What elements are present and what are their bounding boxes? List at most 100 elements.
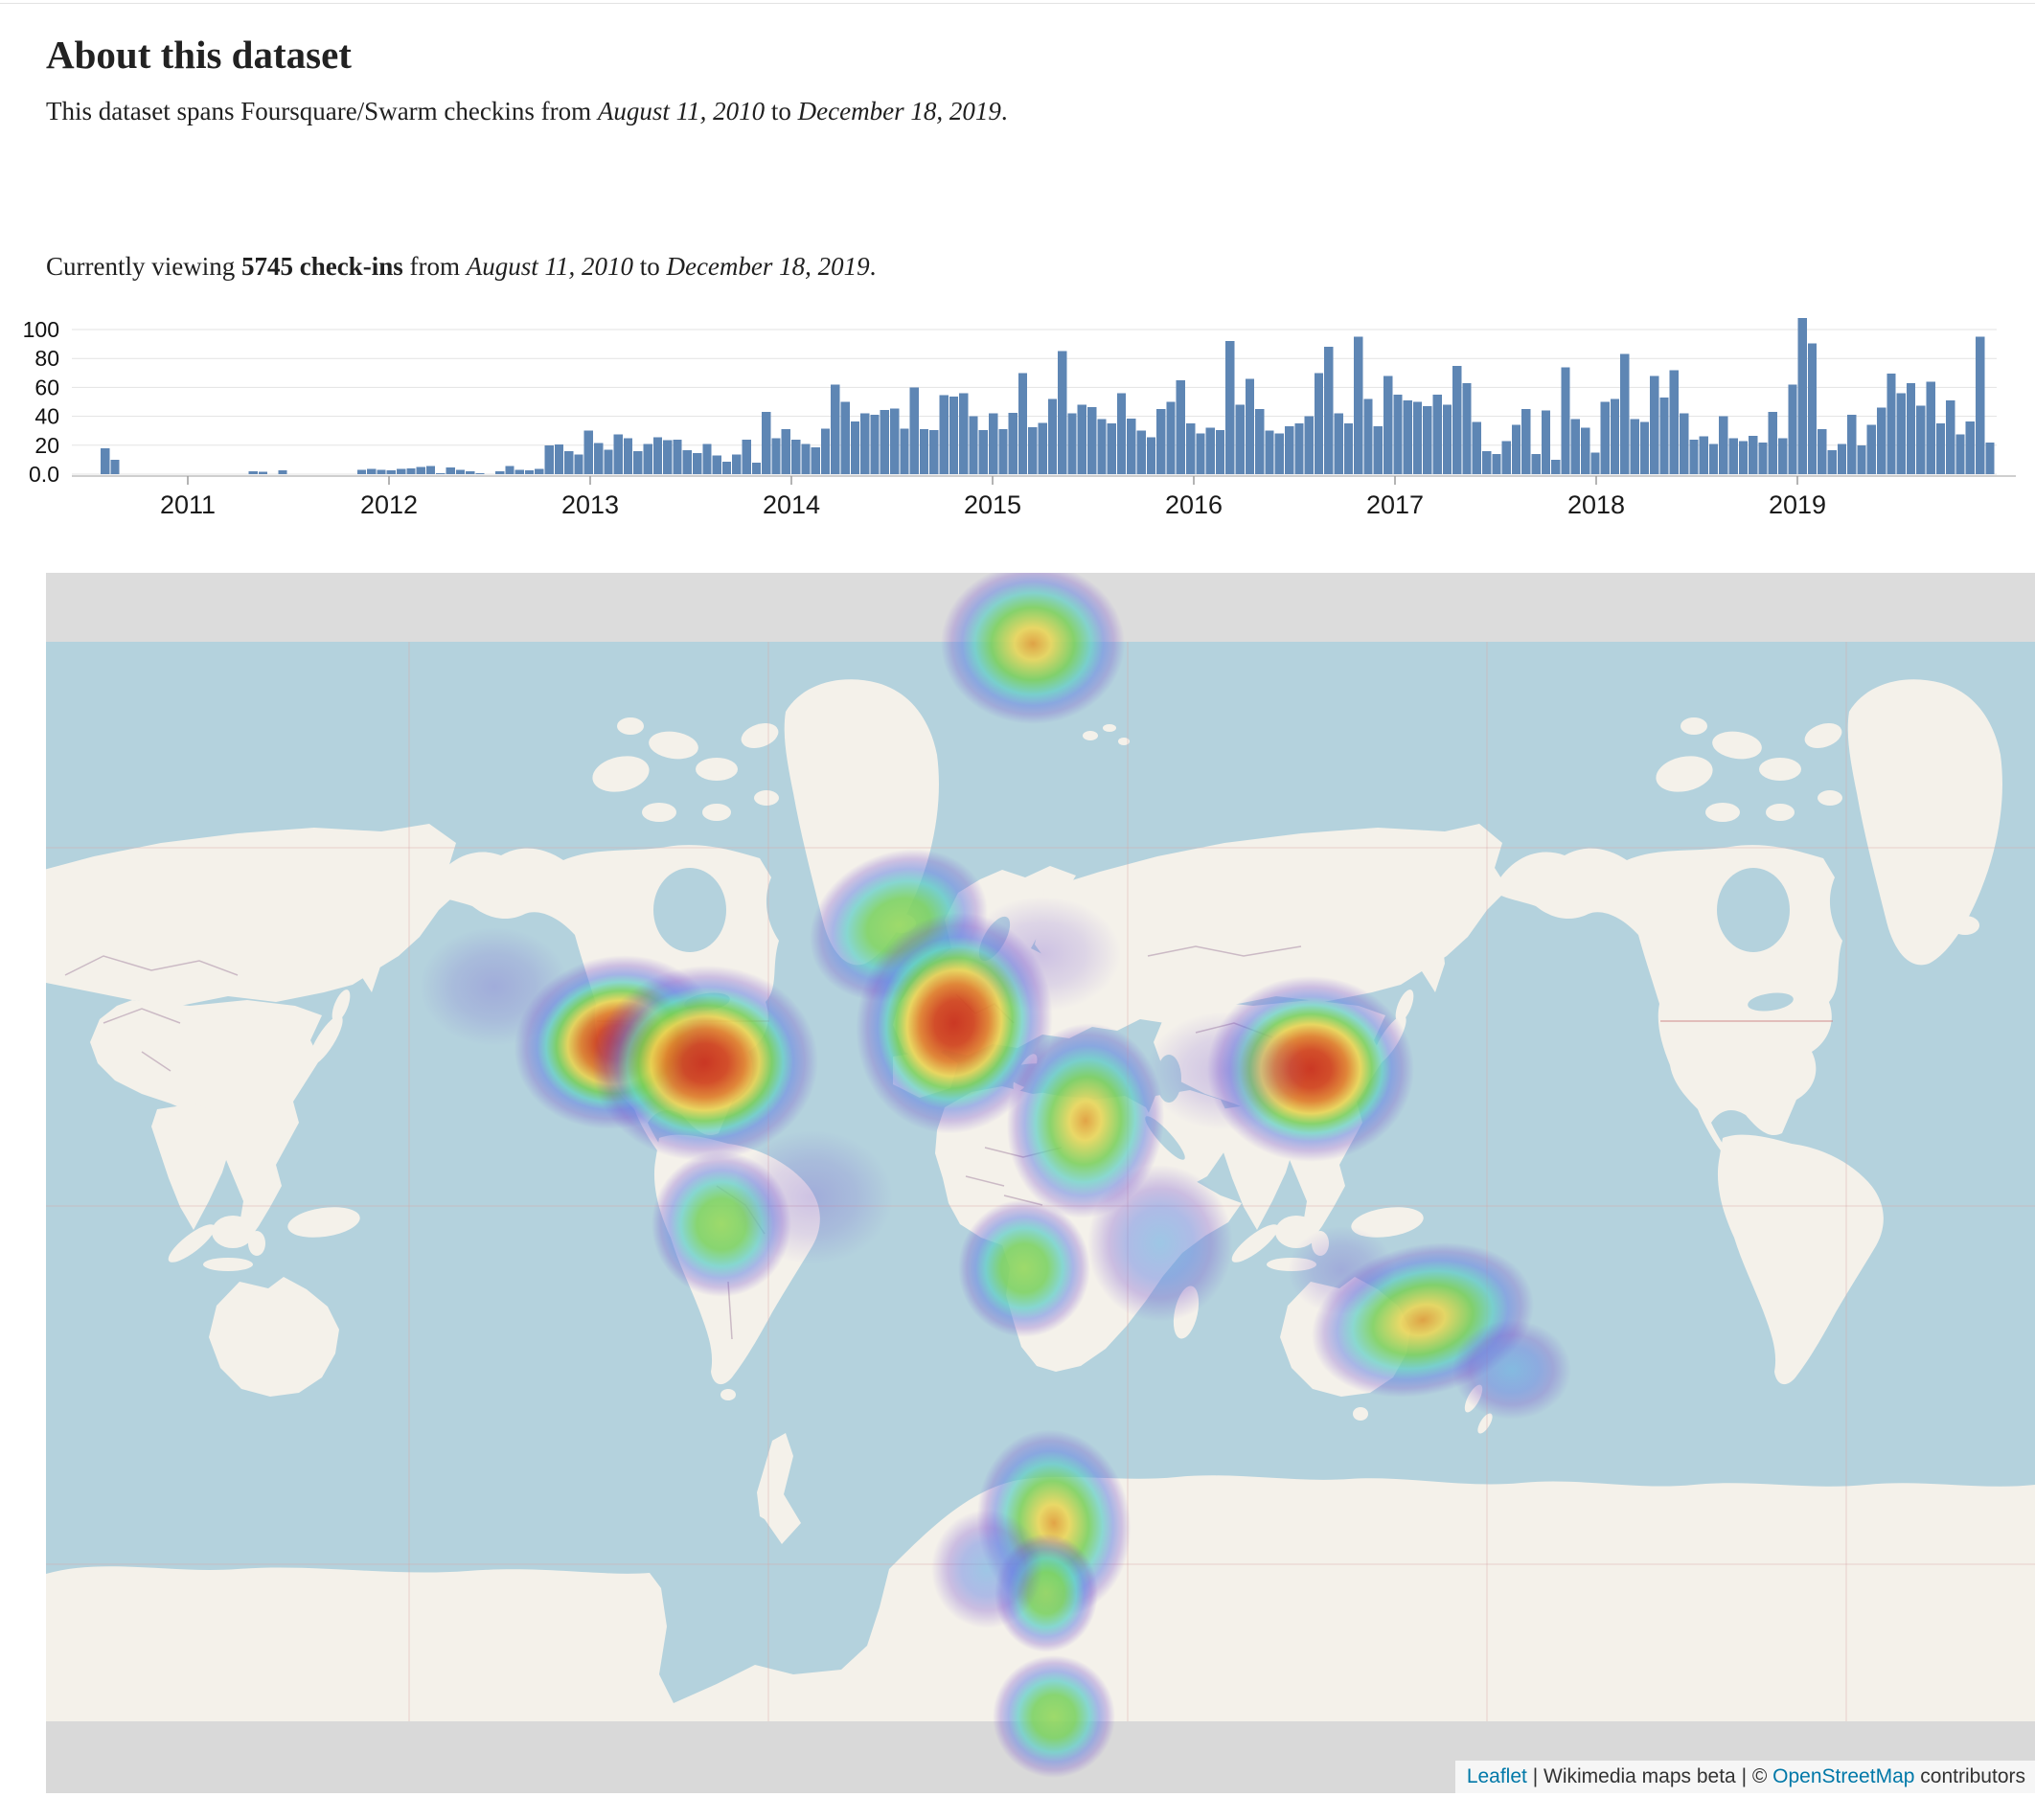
histogram-bar	[1610, 398, 1620, 474]
histogram-bar	[1906, 382, 1916, 474]
histogram-bar	[594, 443, 604, 474]
histogram-bar	[436, 473, 446, 474]
histogram-bar	[1650, 375, 1659, 474]
histogram-bar	[1699, 436, 1708, 474]
histogram-bar	[248, 471, 258, 474]
histogram-bar	[1028, 426, 1038, 474]
histogram-bar	[1432, 395, 1442, 474]
basemap-svg	[46, 573, 2035, 1793]
histogram-bar	[742, 439, 751, 474]
histogram-bar	[1531, 453, 1541, 474]
map-attribution: Leaflet | Wikimedia maps beta | © OpenSt…	[1454, 1761, 2035, 1793]
text-segment: 5745 check-ins	[240, 252, 403, 281]
histogram-bar	[1659, 398, 1669, 474]
histogram-bar	[1837, 444, 1847, 474]
histogram-bar	[1600, 401, 1610, 474]
histogram-bar	[1886, 374, 1896, 474]
text-segment: from	[402, 252, 467, 281]
attribution-middle: | Wikimedia maps beta | ©	[1526, 1765, 1773, 1787]
histogram-bar	[1156, 409, 1166, 474]
histogram-bar	[1482, 450, 1492, 474]
histogram-bar	[1127, 418, 1136, 474]
histogram-bar	[544, 444, 554, 474]
histogram-bar	[397, 468, 406, 474]
x-axis-year-label: 2017	[1366, 490, 1424, 519]
histogram-bar	[1472, 421, 1481, 474]
histogram-bar	[801, 444, 811, 474]
histogram-bar	[1166, 401, 1176, 474]
histogram-bar	[1274, 433, 1284, 474]
histogram-bar	[1581, 427, 1590, 474]
histogram-bar	[1926, 381, 1935, 474]
histogram-bar	[751, 462, 762, 474]
leaflet-link[interactable]: Leaflet	[1466, 1765, 1527, 1787]
histogram-bar	[682, 450, 692, 474]
histogram-bar	[949, 397, 959, 474]
world-heatmap[interactable]: Leaflet | Wikimedia maps beta | © OpenSt…	[46, 573, 2035, 1793]
histogram-bar	[890, 408, 900, 474]
y-axis-tick-label: 60	[34, 375, 59, 399]
histogram-bar	[1511, 424, 1521, 474]
histogram-bar	[278, 470, 287, 474]
histogram-bar	[998, 429, 1008, 474]
histogram-bar	[1590, 452, 1600, 474]
histogram-bar	[583, 430, 593, 474]
histogram-bar	[633, 450, 643, 474]
histogram-bar	[1689, 439, 1699, 474]
histogram-bar	[1136, 430, 1146, 474]
histogram-bar	[535, 468, 544, 474]
histogram-bar	[781, 429, 790, 474]
histogram-bar	[1738, 441, 1749, 474]
histogram-bar	[1916, 405, 1926, 474]
histogram-bar	[554, 444, 564, 474]
histogram-bar	[524, 470, 535, 474]
y-axis-tick-label: 0.0	[29, 462, 59, 487]
text-segment: to	[765, 97, 798, 125]
text-segment: Currently viewing	[46, 252, 241, 281]
histogram-bar	[377, 469, 386, 474]
histogram-bar	[1541, 410, 1551, 474]
histogram-bar	[1877, 407, 1886, 474]
histogram-bar	[1314, 373, 1324, 474]
histogram-bar	[850, 421, 860, 474]
histogram-bar	[762, 412, 771, 474]
histogram-bar	[1570, 419, 1580, 474]
x-axis-year-label: 2011	[160, 490, 216, 519]
histogram-bar	[870, 415, 880, 474]
histogram-bar	[919, 429, 929, 474]
histogram-bar	[1255, 409, 1265, 474]
text-segment: August 11, 2010	[597, 97, 766, 125]
histogram-bar	[1866, 424, 1876, 474]
histogram-bar	[386, 470, 396, 474]
histogram-bar	[1768, 412, 1777, 474]
histogram-bar	[564, 450, 574, 474]
histogram-bar	[1334, 413, 1343, 474]
checkins-histogram[interactable]: 0.0 20 40 60 80 100 2011 2012 2013 2014 2015 2016 20…	[19, 316, 2016, 536]
histogram-bar	[367, 468, 377, 474]
histogram-bar	[466, 471, 475, 474]
histogram-bar	[929, 429, 939, 474]
histogram-bar	[475, 473, 485, 474]
dataset-intro-paragraph: This dataset spans Foursquare/Swarm chec…	[46, 89, 1454, 133]
histogram-bar	[1807, 343, 1818, 474]
histogram-svg[interactable]: 0.0 20 40 60 80 100 2011 2012 2013 2014 2015 2016 20…	[19, 316, 2016, 536]
histogram-bar	[1935, 423, 1946, 475]
histogram-bar	[1758, 442, 1768, 474]
histogram-bar	[693, 453, 702, 474]
text-segment: .	[869, 252, 877, 281]
text-segment: December 18, 2019	[666, 252, 870, 281]
histogram-bar	[1423, 406, 1432, 474]
histogram-bar	[978, 429, 988, 474]
histogram-bar	[1176, 379, 1185, 474]
histogram-bar	[406, 468, 416, 474]
histogram-bar	[1708, 444, 1719, 474]
histogram-bar	[1630, 419, 1639, 474]
histogram-bar	[1818, 429, 1827, 474]
histogram-bar	[1501, 441, 1511, 474]
histogram-bar	[1245, 378, 1255, 474]
histogram-bar	[1205, 427, 1215, 474]
histogram-bar	[1354, 336, 1363, 474]
openstreetmap-link[interactable]: OpenStreetMap	[1772, 1765, 1915, 1787]
histogram-bar	[495, 471, 505, 474]
histogram-bar	[1077, 404, 1086, 474]
